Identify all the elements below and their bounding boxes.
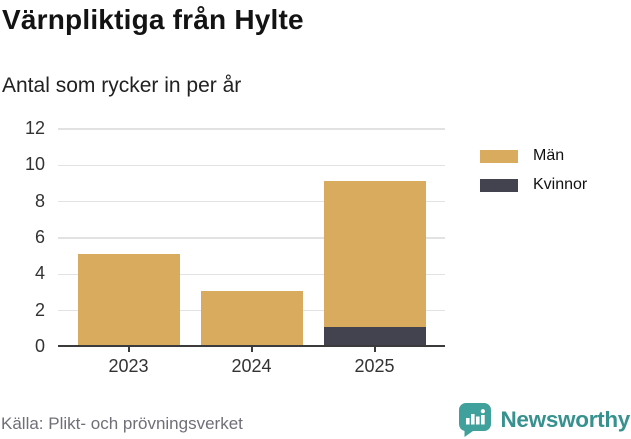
x-tick-2023	[127, 347, 130, 352]
plot-area: 2023 2024 2025	[58, 122, 445, 376]
y-axis-label-10: 10	[24, 154, 45, 175]
y-axis-label-2: 2	[34, 299, 45, 320]
legend-label-Kvinnor: Kvinnor	[533, 176, 588, 193]
legend-swatch-Män	[480, 149, 518, 163]
x-axis-label-2025: 2025	[354, 356, 395, 376]
bar-2025-Män	[323, 181, 426, 327]
x-tick-2024	[250, 347, 253, 352]
y-axis-label-0: 0	[34, 336, 45, 356]
legend-item-Män: Män	[480, 147, 587, 165]
y-axis-label-12: 12	[24, 117, 45, 138]
gridline-4	[58, 273, 445, 276]
y-axis-label-6: 6	[34, 226, 45, 247]
bar-2024-Män	[200, 290, 303, 345]
newsworthy-brand: Newsworthy	[458, 402, 630, 437]
x-axis-label-2023: 2023	[108, 356, 149, 376]
y-axis-label-4: 4	[34, 263, 45, 284]
x-axis-label-2024: 2024	[231, 356, 272, 376]
chart-legend: Män Kvinnor	[480, 147, 587, 205]
bar-2023-Män	[77, 254, 180, 345]
newsworthy-logo-icon	[459, 403, 492, 437]
bar-2025-Kvinnor	[323, 326, 426, 345]
x-tick-2025	[373, 347, 376, 352]
gridline-6	[58, 237, 445, 239]
legend-swatch-Kvinnor	[480, 178, 518, 192]
chart-subtitle: Antal som rycker in per år	[2, 74, 242, 97]
source-note: Källa: Plikt- och prövningsverket	[1, 414, 243, 433]
newsworthy-logo-text: Newsworthy	[500, 406, 630, 432]
legend-item-Kvinnor: Kvinnor	[480, 176, 587, 194]
legend-label-Män: Män	[533, 147, 565, 164]
page-title: Värnpliktiga från Hylte	[2, 4, 304, 35]
y-axis-label-8: 8	[34, 190, 45, 211]
gridline-8	[58, 200, 445, 203]
x-axis-line	[58, 345, 445, 347]
gridline-10	[58, 164, 445, 167]
gridline-12	[58, 128, 445, 130]
